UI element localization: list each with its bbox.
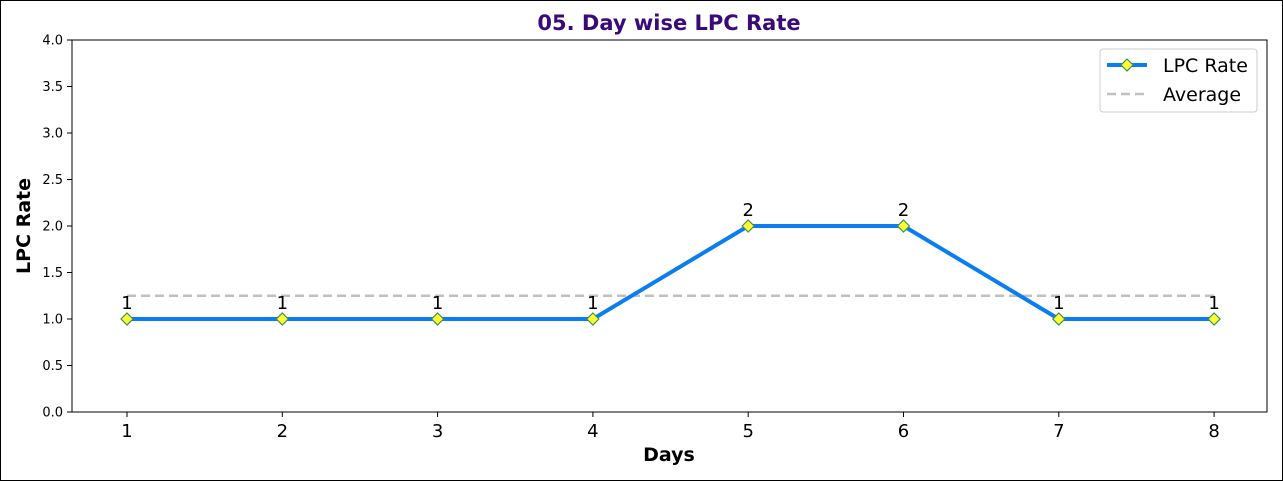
data-point-marker [586, 312, 600, 326]
y-tick-label: 2.5 [42, 173, 63, 188]
x-tick-label: 8 [1208, 421, 1219, 442]
plot-area [71, 39, 1268, 413]
y-axis: 0.0 0.5 1.0 1.5 2.0 2.5 3.0 3.5 4.0 [42, 34, 72, 421]
data-label: 1 [1208, 293, 1219, 314]
data-point-marker [430, 312, 445, 326]
data-label: 1 [1053, 293, 1064, 314]
x-tick-label: 1 [121, 421, 132, 442]
data-label-layer: 1 1 1 1 2 2 1 1 [121, 200, 1220, 314]
series-layer [127, 224, 1215, 321]
y-tick-label: 4.0 [42, 34, 63, 49]
data-label: 2 [898, 200, 909, 221]
data-point-marker [896, 219, 911, 233]
data-label: 1 [121, 293, 132, 314]
data-label: 2 [742, 200, 753, 221]
marker-layer [120, 219, 1221, 326]
y-tick-label: 0.0 [42, 406, 63, 421]
x-axis-label: Days [643, 444, 695, 466]
y-tick-label: 3.0 [42, 127, 63, 142]
y-tick-label: 3.5 [42, 80, 63, 95]
x-axis: 1 2 3 4 5 6 7 8 [121, 412, 1220, 442]
y-axis-label: LPC Rate [13, 178, 35, 274]
x-tick-label: 6 [898, 421, 909, 442]
data-point-marker [120, 312, 134, 326]
x-tick-label: 4 [587, 421, 598, 442]
lpc-rate-line [127, 224, 1215, 321]
data-point-marker [275, 312, 290, 326]
y-tick-label: 2.0 [42, 220, 63, 235]
data-point-marker [741, 219, 756, 233]
data-label: 1 [432, 293, 443, 314]
x-tick-label: 3 [432, 421, 443, 442]
x-tick-label: 7 [1053, 421, 1064, 442]
data-label: 1 [277, 293, 288, 314]
data-point-marker [1207, 312, 1221, 326]
legend-label-average: Average [1163, 84, 1241, 106]
chart-title: 05. Day wise LPC Rate [537, 11, 800, 35]
x-tick-label: 2 [277, 421, 288, 442]
legend: LPC Rate Average [1099, 48, 1258, 113]
legend-marker-lpc-rate [1120, 58, 1134, 72]
data-point-marker [1051, 312, 1066, 326]
x-tick-label: 5 [742, 421, 753, 442]
y-tick-label: 1.0 [42, 313, 63, 328]
data-label: 1 [587, 293, 598, 314]
y-tick-label: 0.5 [42, 359, 63, 374]
y-tick-label: 1.5 [42, 266, 63, 281]
legend-label-lpc-rate: LPC Rate [1163, 55, 1248, 77]
